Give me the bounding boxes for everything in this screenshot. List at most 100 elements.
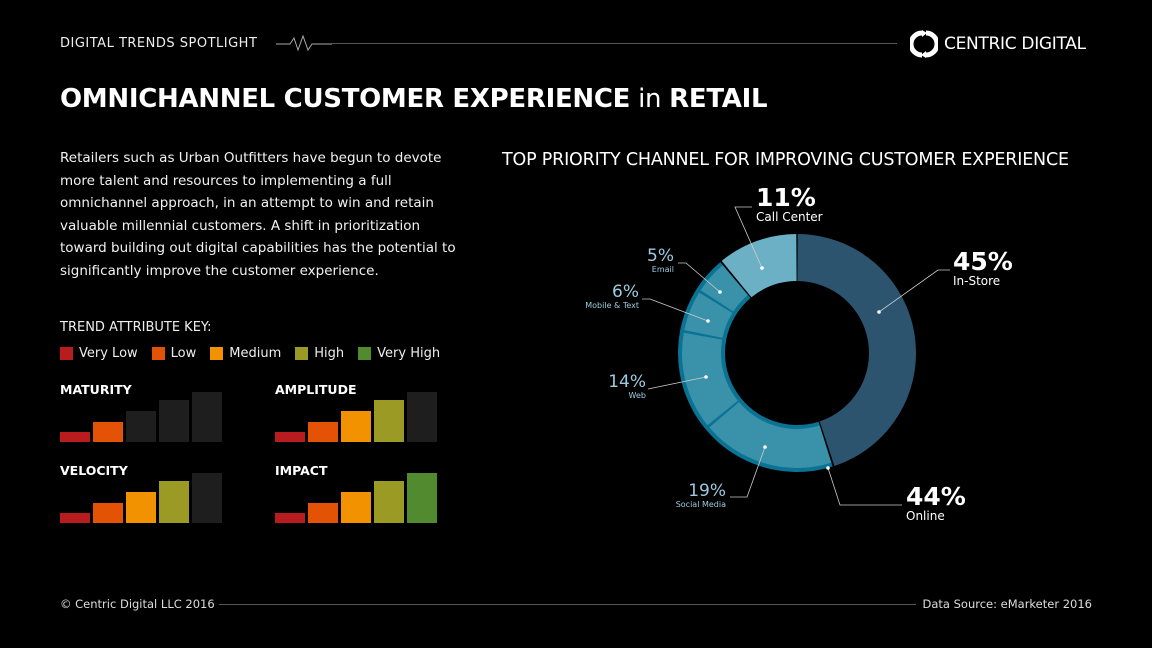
level-bar [308, 503, 338, 523]
value-label: 44% [906, 482, 966, 511]
level-bar [192, 392, 222, 442]
leader-dot [877, 310, 881, 314]
swatch [358, 347, 372, 360]
leader-line [827, 467, 902, 506]
level-bar [374, 400, 404, 442]
leader-line [642, 298, 709, 322]
level-bar [374, 481, 404, 523]
swatch [295, 347, 309, 360]
copyright: © Centric Digital LLC 2016 [60, 597, 215, 611]
legend-item: Very Low [60, 346, 138, 361]
leader-line [730, 446, 766, 498]
value-label: 11% [756, 183, 816, 212]
leader-dot [826, 466, 830, 470]
metric-label: MATURITY [60, 382, 132, 397]
level-bar [341, 411, 371, 442]
label-call-center: 11% Call Center [756, 185, 823, 224]
legend-label: Very High [377, 346, 441, 361]
label-online: 44% Online [906, 484, 966, 523]
kicker: DIGITAL TRENDS SPOTLIGHT [60, 36, 258, 51]
leader-dot [718, 290, 722, 294]
legend-item: High [295, 346, 344, 361]
leader-dot [760, 266, 764, 270]
level-bar [192, 473, 222, 523]
value-label: 6% [612, 282, 639, 302]
slice-label: In-Store [953, 274, 1001, 288]
level-bar [159, 400, 189, 442]
brand-logo: CENTRIC DIGITAL [910, 30, 1086, 58]
level-bar [60, 432, 90, 442]
leader-line [678, 262, 721, 293]
value-label: 45% [953, 247, 1013, 276]
title-part: in [630, 84, 670, 114]
slice-in-store [797, 234, 917, 466]
attribute-legend: Very Low Low Medium High Very High [60, 346, 440, 361]
header-divider [332, 43, 897, 44]
metric-velocity: VELOCITY [60, 463, 230, 523]
slice-mobile-text [684, 292, 733, 338]
footer-divider [219, 604, 916, 605]
level-bar [93, 503, 123, 523]
slice-social-media [709, 402, 832, 469]
intro-paragraph: Retailers such as Urban Outfitters have … [60, 150, 456, 279]
level-bar [275, 432, 305, 442]
slice-label: Mobile & Text [585, 301, 639, 310]
swatch [151, 347, 165, 360]
value-label: 14% [608, 372, 646, 392]
level-bar [308, 422, 338, 442]
slice-label: Web [628, 391, 646, 400]
pulse-icon [276, 34, 332, 52]
title-part: RETAIL [669, 84, 768, 114]
metric-label: VELOCITY [60, 463, 128, 478]
level-bar [93, 422, 123, 442]
swatch [60, 347, 73, 360]
leader-line [647, 376, 707, 390]
slice-label: Email [651, 265, 674, 274]
data-source: Data Source: eMarketer 2016 [922, 597, 1092, 611]
metric-amplitude: AMPLITUDE [275, 382, 445, 442]
metric-label: AMPLITUDE [275, 382, 357, 397]
label-mobile: 6% Mobile & Text [560, 282, 639, 311]
legend-label: Low [170, 346, 197, 361]
slice-web [682, 332, 738, 426]
slice-call-center [721, 234, 797, 298]
slice-email [700, 265, 748, 312]
legend-label: High [314, 346, 345, 361]
legend-label: Very Low [79, 346, 138, 361]
label-web: 14% Web [596, 372, 646, 401]
level-bar [126, 411, 156, 442]
leader-dot [763, 445, 767, 449]
label-email: 5% Email [630, 246, 674, 275]
brand-name: CENTRIC DIGITAL [944, 34, 1086, 54]
leader-lines [642, 206, 950, 506]
level-bar [60, 513, 90, 523]
legend-item: Very High [358, 346, 440, 361]
leader-dot [706, 319, 710, 323]
swatch [210, 347, 224, 360]
leader-line [734, 206, 763, 269]
title-part: OMNICHANNEL CUSTOMER EXPERIENCE [60, 84, 631, 114]
page-title: OMNICHANNEL CUSTOMER EXPERIENCE in RETAI… [60, 84, 768, 114]
key-title: TREND ATTRIBUTE KEY: [60, 320, 212, 335]
level-bar [159, 481, 189, 523]
value-label: 5% [647, 246, 674, 266]
metric-label: IMPACT [275, 463, 328, 478]
circular-arrows-icon [910, 30, 938, 58]
label-social: 19% Social Media [656, 481, 726, 510]
chart-title: TOP PRIORITY CHANNEL FOR IMPROVING CUSTO… [502, 150, 1069, 170]
metric-maturity: MATURITY [60, 382, 230, 442]
level-bar [407, 473, 437, 523]
legend-item: Medium [210, 346, 281, 361]
label-in-store: 45% In-Store [953, 249, 1013, 288]
value-label: 19% [688, 481, 726, 501]
legend-item: Low [151, 346, 197, 361]
group-label: Online [906, 509, 945, 523]
leader-dot [704, 375, 708, 379]
slice-label: Call Center [756, 210, 823, 224]
leader-line [878, 269, 950, 313]
level-bar [275, 513, 305, 523]
level-bar [126, 492, 156, 523]
slice-label: Social Media [675, 500, 726, 509]
metric-impact: IMPACT [275, 463, 445, 523]
